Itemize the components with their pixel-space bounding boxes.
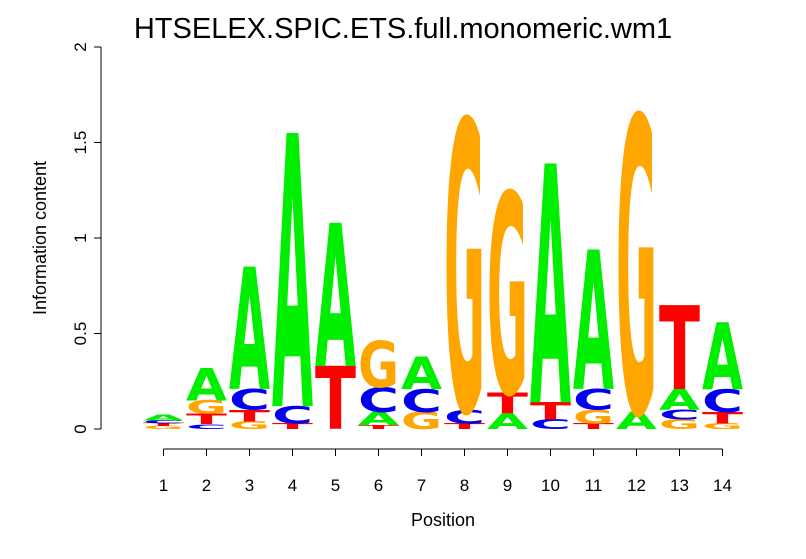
y-tick-label: 1 [71, 233, 90, 242]
letter-T: T [444, 422, 485, 431]
letter-T: T [702, 409, 743, 427]
x-tick-label: 11 [585, 476, 603, 495]
letter-A: A [272, 60, 313, 495]
stack-position-5: TA [315, 183, 356, 450]
x-tick-label: 2 [202, 476, 211, 495]
y-tick-label: 0 [71, 424, 90, 433]
letter-T: T [315, 349, 356, 450]
letter-G: G [702, 422, 743, 431]
letter-G: G [444, 41, 485, 504]
letter-C: C [530, 417, 571, 432]
x-axis: 1 2 3 4 5 6 7 8 9 10 11 12 13 14 [159, 448, 732, 495]
letter-A: A [573, 213, 614, 435]
letter-G: G [487, 137, 528, 458]
letter-C: C [444, 406, 485, 428]
letter-C: C [186, 423, 227, 431]
letter-C: C [143, 420, 184, 425]
letter-C: C [573, 384, 614, 417]
letter-T: T [272, 422, 313, 431]
letter-T: T [530, 398, 571, 425]
letter-T: T [186, 411, 227, 428]
letter-C: C [272, 402, 313, 429]
x-tick-label: 4 [288, 476, 297, 495]
letter-G: G [573, 406, 614, 427]
stack-position-10: CTA [530, 99, 571, 480]
x-axis-label: Position [411, 510, 475, 530]
letter-A: A [186, 359, 227, 411]
x-tick-label: 13 [670, 476, 689, 495]
stack-position-7: GCA [401, 348, 442, 435]
letter-G: G [401, 408, 442, 435]
stack-position-4: TCA [272, 60, 313, 495]
stack-position-8: TCG [444, 41, 485, 504]
x-tick-label: 5 [331, 476, 340, 495]
letter-A: A [229, 235, 270, 429]
letter-A: A [659, 384, 700, 418]
letter-A: A [487, 410, 528, 434]
letter-A: A [702, 303, 743, 411]
letter-T: T [358, 424, 399, 430]
stack-position-9: ATG [487, 137, 528, 458]
x-tick-label: 1 [159, 476, 168, 495]
x-tick-label: 14 [713, 476, 732, 495]
x-tick-label: 7 [417, 476, 426, 495]
letter-C: C [229, 384, 270, 417]
letter-G: G [186, 397, 227, 418]
letter-A: A [401, 348, 442, 400]
x-tick-label: 12 [627, 476, 646, 495]
letter-C: C [702, 383, 743, 420]
letter-A: A [143, 413, 185, 422]
letter-G: G [659, 417, 700, 432]
letter-A: A [616, 407, 657, 435]
letter-G: G [616, 36, 657, 509]
x-tick-label: 8 [460, 476, 469, 495]
y-axis-label: Information content [30, 161, 50, 315]
letter-T: T [143, 423, 184, 428]
letter-G: G [358, 329, 399, 402]
x-tick-label: 6 [374, 476, 383, 495]
letter-G: G [143, 425, 184, 430]
x-tick-label: 3 [245, 476, 254, 495]
letter-A: A [358, 409, 399, 430]
letter-T: T [573, 422, 614, 431]
letter-G: G [229, 419, 270, 431]
letter-T: T [229, 407, 270, 425]
y-tick-label: 0.5 [71, 322, 90, 346]
chart-title: HTSELEX.SPIC.ETS.full.monomeric.wm1 [134, 13, 672, 45]
letter-C: C [358, 380, 399, 420]
x-tick-label: 10 [541, 476, 560, 495]
stack-position-12: AG [616, 36, 657, 509]
x-tick-label: 9 [503, 476, 512, 495]
letter-A: A [315, 183, 356, 412]
letter-T: T [487, 387, 528, 421]
letter-A: A [530, 99, 571, 480]
letter-T: T [659, 282, 700, 416]
letter-C: C [659, 407, 700, 422]
y-axis: 0 0.5 1 1.5 2 [71, 42, 102, 434]
y-tick-label: 2 [71, 42, 90, 51]
letter-C: C [401, 383, 442, 420]
y-tick-label: 1.5 [71, 131, 90, 155]
